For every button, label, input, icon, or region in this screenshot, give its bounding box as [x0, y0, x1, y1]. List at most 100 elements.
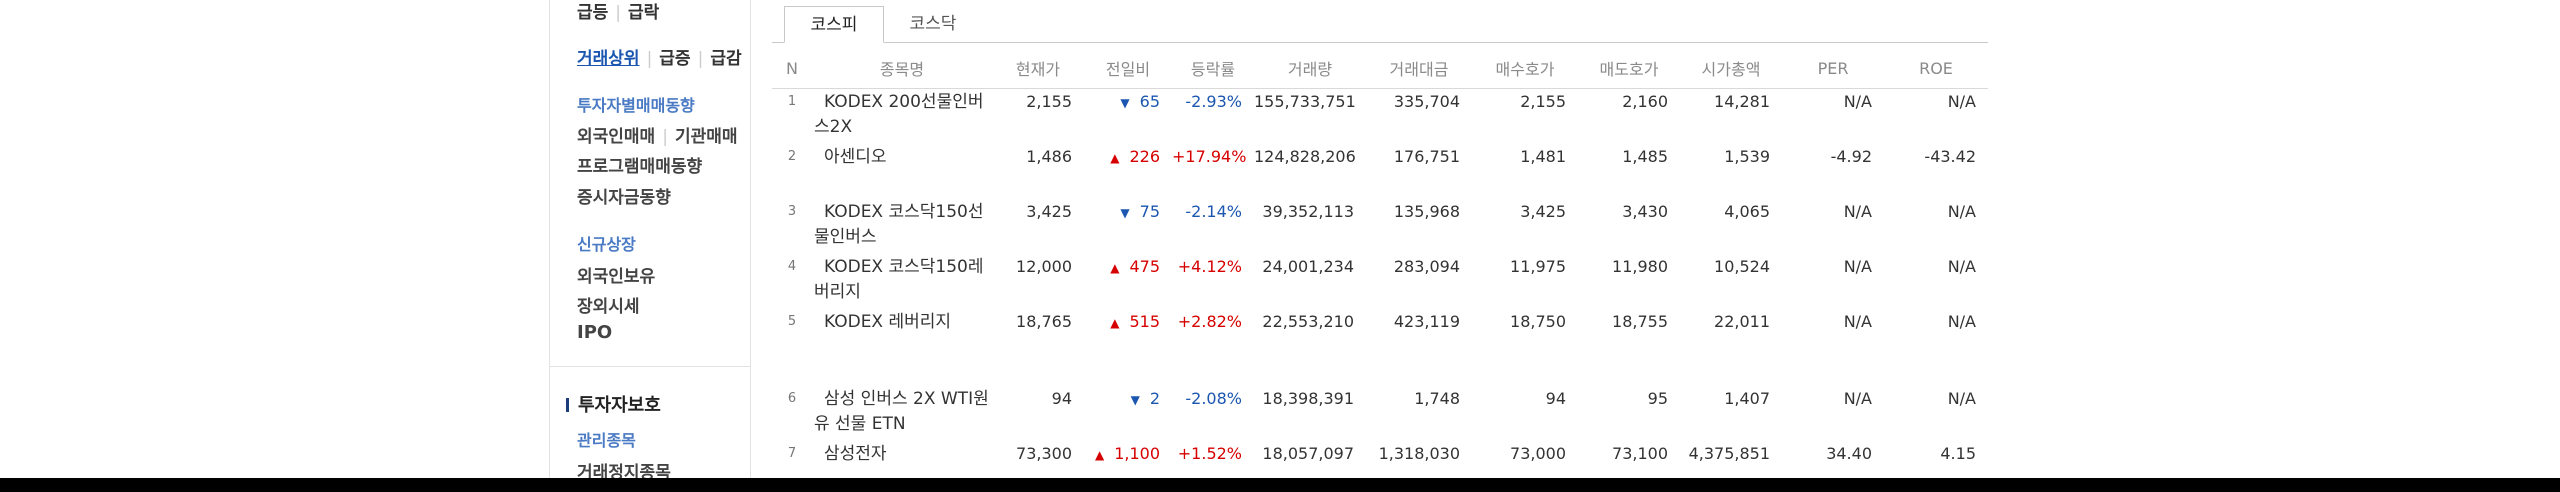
per-value-cell: N/A: [1843, 312, 1872, 331]
sidebar-row-volume: 거래상위 | 급증 | 급감: [577, 44, 742, 69]
roe-value-cell: N/A: [1947, 312, 1976, 331]
up-arrow-icon: ▲: [1094, 448, 1105, 462]
table-header: N 종목명 현재가 전일비 등락률 거래량 거래대금 매수호가 매도호가 시가총…: [772, 48, 1988, 89]
col-header-bid[interactable]: 매수호가: [1472, 48, 1578, 89]
market-cap-cell: 4,375,851: [1688, 444, 1770, 463]
trade-amount-cell: 423,119: [1393, 312, 1460, 331]
sidebar-item-program-trade[interactable]: 프로그램매매동향: [577, 157, 703, 177]
sidebar-item-foreign-trade[interactable]: 외국인매매: [577, 127, 656, 147]
col-header-cap[interactable]: 시가총액: [1680, 48, 1782, 89]
per-value-cell: N/A: [1843, 257, 1872, 276]
sidebar-item-suspended[interactable]: 거래정지종목: [577, 463, 671, 478]
sidebar-category-investor[interactable]: 투자자별매매동향: [577, 96, 695, 115]
per-value-cell: N/A: [1843, 202, 1872, 221]
trade-amount-cell: 135,968: [1393, 202, 1460, 221]
current-price-cell: 73,300: [1016, 444, 1072, 463]
bid-price-cell: 1,481: [1520, 147, 1566, 166]
sidebar-item-volume-surge[interactable]: 급증: [659, 49, 691, 69]
price-change-cell: ▲ 226: [1084, 144, 1172, 199]
stock-name-link[interactable]: 삼성 인버스 2X WTI원유 선물 ETN: [814, 389, 989, 434]
price-change-cell: ▼ 2: [1084, 386, 1172, 441]
sidebar-category-managed[interactable]: 관리종목: [577, 431, 636, 450]
price-change-cell: ▼ 65: [1084, 89, 1172, 145]
sidebar-item-volume-drop[interactable]: 급감: [710, 49, 742, 69]
col-header-per[interactable]: PER: [1782, 48, 1884, 89]
sidebar-item-foreign-holding[interactable]: 외국인보유: [577, 267, 656, 287]
sidebar-item-institution-trade[interactable]: 기관매매: [674, 127, 738, 147]
tab-kosdaq[interactable]: 코스닥: [909, 14, 957, 34]
sidebar-item-surge[interactable]: 급등: [577, 3, 609, 23]
trade-volume-cell: 24,001,234: [1262, 257, 1354, 276]
per-value-cell: -4.92: [1830, 147, 1872, 166]
sidebar-item-plunge[interactable]: 급락: [628, 3, 660, 23]
table-row: 6 삼성 인버스 2X WTI원유 선물 ETN 94 ▼ 2 -2.08% 18,398,…: [772, 386, 1988, 441]
price-change-value: 75: [1139, 202, 1160, 221]
down-arrow-icon: ▼: [1130, 393, 1140, 407]
roe-value-cell: N/A: [1947, 389, 1976, 408]
market-cap-cell: 4,065: [1724, 202, 1770, 221]
stock-page: 급등 | 급락 거래상위 | 급증 | 급감 투자자별매매동향 외국인매매 | 기관매매 프로그…: [549, 0, 1988, 478]
col-header-roe[interactable]: ROE: [1884, 48, 1988, 89]
sidebar-item-market-funds[interactable]: 증시자금동향: [577, 188, 671, 208]
price-change-value: 515: [1129, 312, 1160, 331]
sidebar-row-surge: 급등 | 급락: [577, 0, 659, 23]
spacer-cell: [772, 364, 1988, 386]
table-row: 3 KODEX 코스닥150선물인버스 3,425 ▼ 75 -2.14% 39,352,1…: [772, 199, 1988, 254]
bid-price-cell: 73,000: [1510, 444, 1566, 463]
price-change-value: 475: [1129, 257, 1160, 276]
bid-price-cell: 2,155: [1520, 92, 1566, 111]
sidebar-item-ipo[interactable]: IPO: [577, 322, 613, 343]
col-header-rate[interactable]: 등락률: [1172, 48, 1254, 89]
trade-amount-cell: 1,748: [1414, 389, 1460, 408]
row-number-cell: 7: [787, 446, 797, 461]
col-header-price[interactable]: 현재가: [992, 48, 1084, 89]
stock-name-link[interactable]: KODEX 코스닥150선물인버스: [814, 202, 984, 247]
trade-volume-cell: 39,352,113: [1262, 202, 1354, 221]
change-rate-cell: +1.52%: [1172, 441, 1254, 478]
bottom-bar: [0, 478, 2560, 492]
col-header-name[interactable]: 종목명: [812, 48, 992, 89]
current-price-cell: 12,000: [1016, 257, 1072, 276]
col-header-amount[interactable]: 거래대금: [1366, 48, 1472, 89]
table-row: 2 아센디오 1,486 ▲ 226 +17.94% 124,828,206 176,751 1…: [772, 144, 1988, 199]
price-change-cell: ▲ 515: [1084, 309, 1172, 364]
stock-name-link-cell: 삼성 인버스 2X WTI원유 선물 ETN: [812, 386, 992, 441]
sidebar-category-new-listing[interactable]: 신규상장: [577, 235, 636, 254]
col-header-ask[interactable]: 매도호가: [1578, 48, 1680, 89]
sidebar-row-foreign-hold: 외국인보유: [577, 262, 655, 287]
stock-name-link[interactable]: 삼성전자: [824, 444, 887, 464]
stock-name-link[interactable]: KODEX 코스닥150레버리지: [814, 257, 984, 302]
stock-name-link-cell: KODEX 코스닥150선물인버스: [812, 199, 992, 254]
price-change-cell: ▼ 75: [1084, 199, 1172, 254]
stock-name-link[interactable]: KODEX 200선물인버스2X: [814, 92, 984, 137]
change-rate-cell: -2.14%: [1172, 199, 1254, 254]
sidebar-item-otc-price[interactable]: 장외시세: [577, 297, 640, 317]
col-header-volume[interactable]: 거래량: [1254, 48, 1366, 89]
tab-kospi[interactable]: 코스피: [784, 6, 884, 43]
down-arrow-icon: ▼: [1120, 96, 1130, 110]
separator: |: [697, 49, 704, 69]
trade-volume-cell: 18,398,391: [1262, 389, 1354, 408]
market-tabs: 코스피 코스닥: [772, 0, 1988, 43]
stock-name-link-cell: KODEX 레버리지: [812, 309, 992, 364]
col-header-diff[interactable]: 전일비: [1084, 48, 1172, 89]
sidebar-row-suspended: 거래정지종목: [577, 458, 671, 478]
bid-price-cell: 11,975: [1510, 257, 1566, 276]
table-row: 1 KODEX 200선물인버스2X 2,155 ▼ 65 -2.93% 155,733,7…: [772, 89, 1988, 145]
bid-price-cell: 94: [1545, 389, 1566, 408]
trade-amount-cell: 1,318,030: [1378, 444, 1460, 463]
per-value-cell: N/A: [1843, 389, 1872, 408]
market-cap-cell: 1,539: [1724, 147, 1770, 166]
row-number-cell: 1: [787, 94, 797, 109]
trade-volume-cell: 124,828,206: [1254, 147, 1356, 166]
stock-name-link[interactable]: KODEX 레버리지: [824, 312, 952, 332]
stock-name-link[interactable]: 아센디오: [824, 147, 887, 167]
trade-amount-cell: 176,751: [1393, 147, 1460, 166]
current-price-cell: 18,765: [1016, 312, 1072, 331]
roe-value-cell: -43.42: [1924, 147, 1976, 166]
table-row: 5 KODEX 레버리지 18,765 ▲ 515 +2.82% 22,553,210 423…: [772, 309, 1988, 364]
sidebar-row-ipo: IPO: [577, 322, 612, 343]
market-cap-cell: 10,524: [1714, 257, 1770, 276]
col-header-n[interactable]: N: [772, 48, 812, 89]
sidebar-item-top-volume[interactable]: 거래상위: [577, 49, 640, 69]
